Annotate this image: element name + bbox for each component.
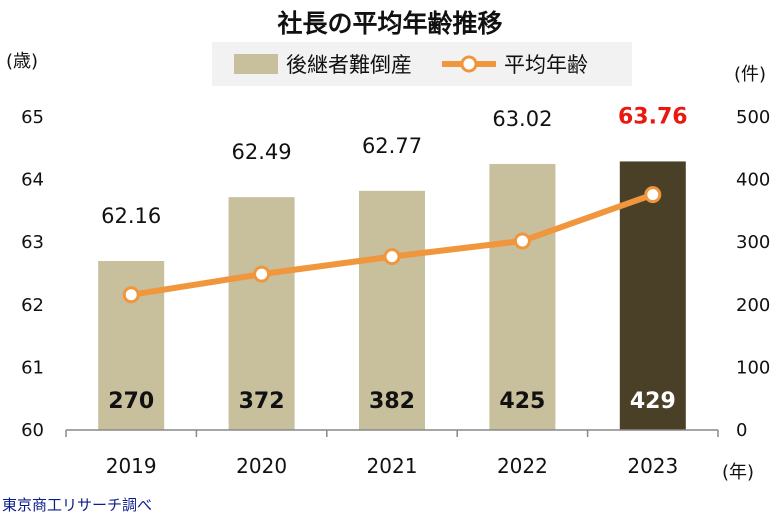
y-left-tick-label: 60: [21, 420, 44, 441]
legend-item-bar: 後継者難倒産: [234, 49, 412, 79]
x-tick-label: 2020: [236, 454, 287, 478]
x-tick-label: 2022: [497, 454, 548, 478]
legend-bar-swatch: [234, 54, 278, 74]
y-left-tick-label: 64: [21, 170, 44, 191]
source-note: 東京商工リサーチ調べ: [2, 496, 153, 514]
age-value-label: 62.77: [362, 134, 422, 158]
age-value-label: 63.76: [618, 104, 688, 129]
bar: [228, 197, 295, 430]
y-right-tick-label: 400: [736, 170, 770, 191]
bar-value-label: 382: [369, 389, 415, 414]
y-left-tick-label: 63: [21, 232, 44, 253]
age-value-label: 62.49: [232, 140, 292, 164]
legend-line-label: 平均年齢: [504, 53, 588, 77]
age-value-label: 62.16: [101, 204, 161, 228]
age-point: [383, 248, 401, 266]
bar: [489, 163, 556, 430]
y-left-tick-label: 62: [21, 295, 44, 316]
age-point: [122, 286, 140, 304]
age-value-label: 63.02: [492, 107, 552, 131]
legend-line-swatch: [442, 55, 496, 73]
x-axis-unit: (年): [722, 462, 755, 483]
x-tick-label: 2019: [106, 454, 157, 478]
y-right-tick-label: 200: [736, 295, 770, 316]
left-axis-unit: (歳): [6, 51, 39, 72]
age-point: [644, 186, 662, 204]
bar-value-label: 429: [630, 389, 676, 414]
legend-item-line: 平均年齢: [442, 49, 588, 79]
y-left-tick-label: 61: [21, 357, 44, 378]
y-right-tick-label: 300: [736, 232, 770, 253]
bar-value-label: 372: [239, 389, 285, 414]
bar-value-label: 270: [108, 389, 154, 414]
y-right-tick-label: 100: [736, 357, 770, 378]
bar-value-label: 425: [499, 389, 545, 414]
bar: [619, 161, 686, 431]
legend: 後継者難倒産 平均年齢: [212, 42, 632, 86]
y-left-tick-label: 65: [21, 107, 44, 128]
x-tick-label: 2023: [627, 454, 678, 478]
age-point: [253, 265, 271, 283]
bar: [359, 190, 425, 430]
right-axis-unit: (件): [734, 64, 767, 85]
y-right-tick-label: 0: [736, 420, 747, 441]
legend-bar-label: 後継者難倒産: [286, 53, 412, 77]
age-point: [513, 232, 531, 250]
y-right-tick-label: 500: [736, 107, 770, 128]
chart-title: 社長の平均年齢推移: [277, 9, 503, 38]
x-tick-label: 2021: [367, 454, 418, 478]
